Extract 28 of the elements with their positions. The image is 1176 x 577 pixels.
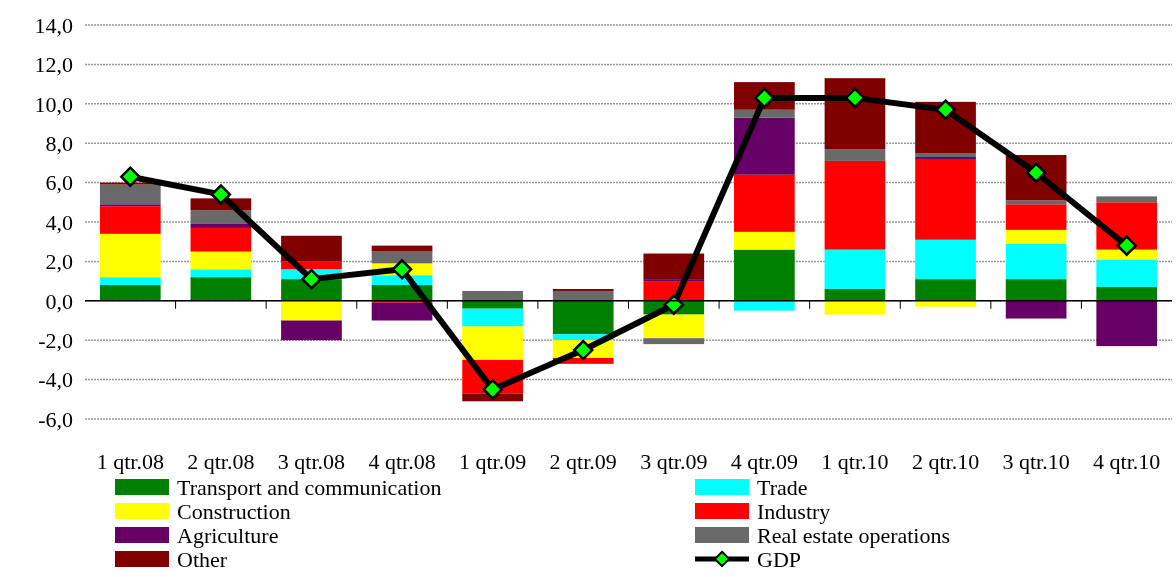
x-tick-label: 3 qtr.09: [640, 449, 708, 474]
x-tick-label: 3 qtr.08: [277, 449, 346, 474]
y-tick-label: 14,0: [34, 12, 73, 38]
x-tick-label: 3 qtr.10: [1002, 449, 1070, 474]
y-tick-label: 8,0: [45, 130, 73, 156]
y-tick-label: -6,0: [38, 406, 73, 432]
x-tick-label: 4 qtr.10: [1093, 449, 1161, 474]
legend-label: Industry: [757, 498, 831, 524]
y-tick-label: 10,0: [34, 91, 73, 117]
x-tick-label: 1 qtr.10: [821, 449, 889, 474]
x-tick-label: 4 qtr.08: [368, 449, 436, 474]
x-tick-label: 2 qtr.09: [549, 449, 617, 474]
legend-label: Transport and communication: [177, 474, 442, 500]
legend-label: Agriculture: [177, 522, 279, 548]
legend-label: Trade: [757, 474, 808, 500]
x-tick-label: 4 qtr.09: [730, 449, 798, 474]
y-tick-label: -2,0: [38, 327, 73, 353]
x-tick-label: 2 qtr.10: [911, 449, 980, 474]
y-tick-label: 2,0: [45, 249, 73, 275]
legend-label: GDP: [757, 546, 802, 572]
y-tick-label: -4,0: [38, 367, 73, 393]
y-tick-label: 4,0: [45, 209, 73, 235]
y-tick-label: 6,0: [45, 170, 73, 196]
y-tick-label: 12,0: [34, 52, 73, 78]
x-tick-label: 1 qtr.09: [459, 449, 527, 474]
y-tick-label: 0,0: [45, 288, 73, 314]
x-tick-label: 1 qtr.08: [96, 449, 164, 474]
x-tick-label: 2 qtr.08: [187, 449, 255, 474]
